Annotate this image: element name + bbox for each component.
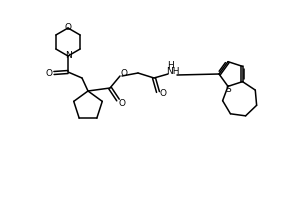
Text: O: O bbox=[64, 23, 71, 32]
Text: O: O bbox=[46, 68, 52, 77]
Text: NH: NH bbox=[166, 68, 180, 76]
Text: O: O bbox=[160, 88, 167, 98]
Text: O: O bbox=[118, 98, 125, 108]
Text: O: O bbox=[121, 68, 128, 77]
Text: H: H bbox=[168, 62, 174, 71]
Text: N: N bbox=[64, 51, 71, 60]
Text: S: S bbox=[225, 85, 231, 94]
